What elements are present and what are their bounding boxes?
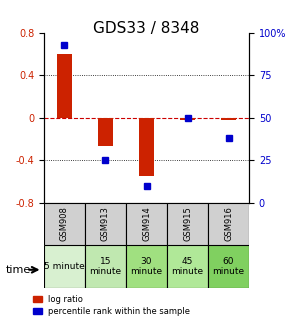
Bar <box>85 245 126 288</box>
Text: GSM916: GSM916 <box>224 207 233 241</box>
Legend: log ratio, percentile rank within the sample: log ratio, percentile rank within the sa… <box>33 295 190 316</box>
Bar <box>57 54 71 118</box>
Text: 15
minute: 15 minute <box>89 257 122 276</box>
Bar <box>208 203 249 245</box>
Text: 60
minute: 60 minute <box>212 257 245 276</box>
Text: GSM908: GSM908 <box>60 207 69 241</box>
Text: GSM915: GSM915 <box>183 207 192 241</box>
Bar <box>167 203 208 245</box>
Text: time: time <box>6 265 31 275</box>
Bar <box>139 118 154 176</box>
Bar <box>167 245 208 288</box>
Text: 45
minute: 45 minute <box>171 257 204 276</box>
Bar <box>98 118 113 146</box>
Bar <box>44 203 85 245</box>
Bar <box>222 118 236 120</box>
Bar <box>85 203 126 245</box>
Text: 30
minute: 30 minute <box>130 257 163 276</box>
Text: GSM913: GSM913 <box>101 207 110 241</box>
Text: GDS33 / 8348: GDS33 / 8348 <box>93 21 200 36</box>
Bar <box>208 245 249 288</box>
Bar <box>126 245 167 288</box>
Bar <box>44 245 85 288</box>
Text: GSM914: GSM914 <box>142 207 151 241</box>
Bar <box>180 118 195 120</box>
Bar <box>126 203 167 245</box>
Text: 5 minute: 5 minute <box>44 262 85 271</box>
